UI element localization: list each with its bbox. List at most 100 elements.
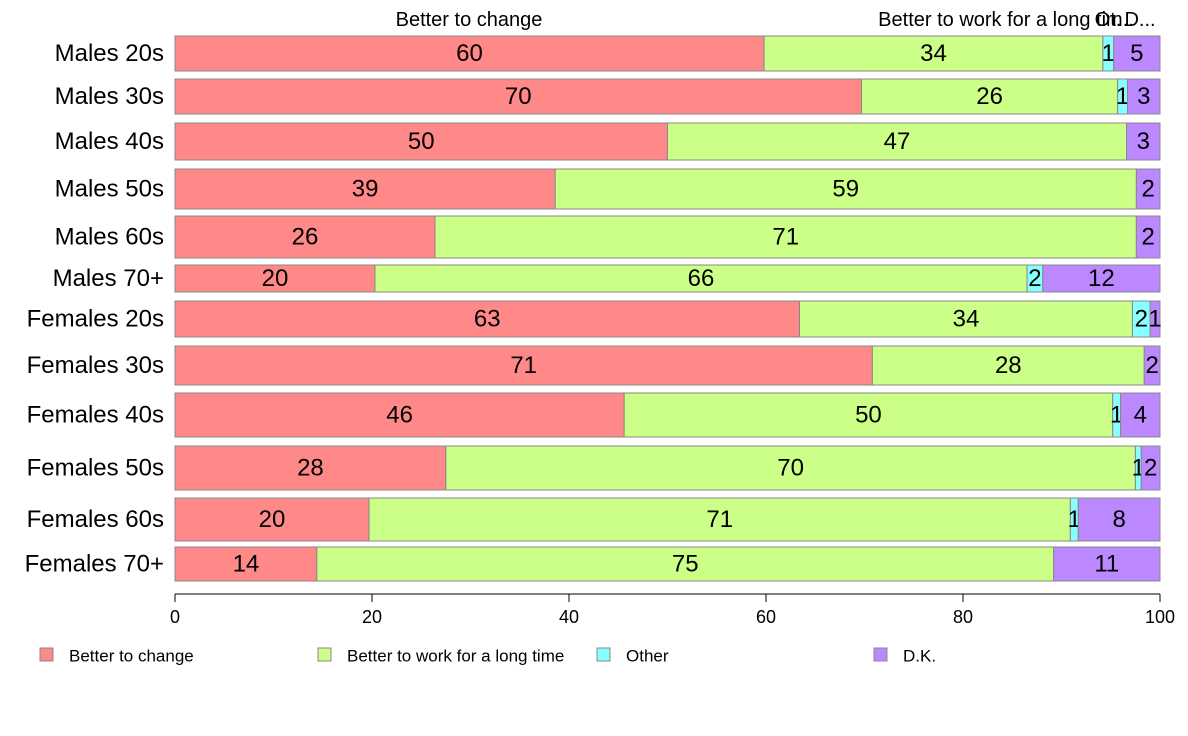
x-tick-label-20: 20 <box>362 607 382 627</box>
x-tick-label-100: 100 <box>1145 607 1175 627</box>
bar-segment-better-to-work-for-a-long-time-females-20s <box>798 300 1133 338</box>
category-label-females-30s: Females 30s <box>27 352 164 379</box>
data-label-better-to-change-males-30s: 70 <box>505 83 532 110</box>
bar-segment-better-to-work-for-a-long-time-males-60s <box>434 215 1137 259</box>
data-label-better-to-change-females-60s: 20 <box>259 506 286 533</box>
category-label-females-70: Females 70+ <box>25 551 164 578</box>
legend-label-d-k: D.K. <box>903 647 936 666</box>
x-axis: 0 20 40 60 80 100 <box>170 593 1175 627</box>
data-label-better-to-work-for-a-long-time-males-50s: 59 <box>832 176 859 203</box>
data-label-d-k-males-40s: 3 <box>1137 128 1150 155</box>
legend-swatch-d-k <box>873 647 888 662</box>
data-label-better-to-change-females-30s: 71 <box>510 352 537 379</box>
data-label-better-to-change-females-70: 14 <box>233 551 260 578</box>
bar-segment-d-k-males-30s <box>1126 78 1161 115</box>
bar-segment-d-k-females-40s <box>1120 392 1161 438</box>
data-label-other-females-20s: 2 <box>1135 306 1148 333</box>
data-label-d-k-females-50s: 2 <box>1144 455 1157 482</box>
legend-label-better-to-change: Better to change <box>69 647 194 666</box>
data-label-d-k-females-70: 11 <box>1094 551 1119 578</box>
bar-segment-d-k-males-70 <box>1042 264 1161 293</box>
data-label-better-to-work-for-a-long-time-males-40s: 47 <box>884 128 911 155</box>
data-label-better-to-change-females-50s: 28 <box>297 455 324 482</box>
category-label-males-50s: Males 50s <box>55 176 164 203</box>
bar-segment-better-to-change-males-60s <box>174 215 436 259</box>
data-label-better-to-change-males-40s: 50 <box>408 128 435 155</box>
data-label-d-k-males-60s: 2 <box>1142 224 1155 251</box>
bar-segment-better-to-work-for-a-long-time-females-50s <box>445 445 1136 491</box>
legend-swatch-better-to-work-for-a-long-time <box>317 647 332 662</box>
data-label-other-males-30s: 1 <box>1116 83 1129 110</box>
data-label-other-males-70: 2 <box>1028 265 1041 292</box>
data-label-d-k-females-40s: 4 <box>1134 402 1147 429</box>
top-label-1: Better to change <box>396 9 543 31</box>
data-label-other-males-20s: 1 <box>1102 40 1115 67</box>
data-label-better-to-work-for-a-long-time-females-60s: 71 <box>706 506 733 533</box>
category-label-females-60s: Females 60s <box>27 506 164 533</box>
bar-segment-d-k-males-50s <box>1135 168 1161 210</box>
category-label-females-20s: Females 20s <box>27 306 164 333</box>
legend-swatch-other <box>596 647 611 662</box>
bar-segment-d-k-males-60s <box>1135 215 1161 259</box>
bar-segment-better-to-change-females-30s <box>174 345 873 386</box>
data-label-better-to-work-for-a-long-time-females-40s: 50 <box>855 402 882 429</box>
data-label-better-to-work-for-a-long-time-females-70: 75 <box>672 551 699 578</box>
category-label-males-60s: Males 60s <box>55 224 164 251</box>
category-labels: Males 20s Males 30s Males 40s Males 50s Male… <box>25 40 164 578</box>
legend-label-other: Other <box>626 647 669 666</box>
legend: Better to change Better to work for a lon… <box>39 647 936 666</box>
data-label-better-to-work-for-a-long-time-females-20s: 34 <box>953 306 980 333</box>
bar-segment-d-k-females-70 <box>1053 546 1161 582</box>
data-label-better-to-work-for-a-long-time-males-30s: 26 <box>976 83 1003 110</box>
bar-segment-d-k-females-50s <box>1140 445 1161 491</box>
bar-segment-better-to-work-for-a-long-time-males-40s <box>667 122 1128 161</box>
bar-segment-d-k-females-20s <box>1149 300 1161 338</box>
bar-segment-better-to-work-for-a-long-time-males-20s <box>763 35 1104 72</box>
legend-swatch-better-to-change <box>39 647 54 662</box>
data-label-better-to-change-males-20s: 60 <box>456 40 483 67</box>
data-label-d-k-females-60s: 8 <box>1112 506 1125 533</box>
data-label-d-k-males-20s: 5 <box>1130 40 1143 67</box>
data-label-d-k-males-70: 12 <box>1088 265 1115 292</box>
data-label-d-k-males-30s: 3 <box>1137 83 1150 110</box>
category-label-males-20s: Males 20s <box>55 40 164 67</box>
data-label-other-females-40s: 1 <box>1110 402 1123 429</box>
x-tick-label-40: 40 <box>559 607 579 627</box>
data-label-d-k-females-20s: 1 <box>1148 306 1161 333</box>
bar-segment-better-to-work-for-a-long-time-females-40s <box>623 392 1114 438</box>
top-label-3: Ot. <box>1095 9 1122 31</box>
data-label-d-k-females-30s: 2 <box>1145 352 1158 379</box>
bar-segment-d-k-females-60s <box>1077 497 1161 542</box>
top-label-2: Better to work for a long tim.. <box>878 9 1134 31</box>
data-label-better-to-work-for-a-long-time-males-60s: 71 <box>772 224 799 251</box>
data-label-better-to-work-for-a-long-time-females-50s: 70 <box>777 455 804 482</box>
bar-segment-better-to-work-for-a-long-time-females-70 <box>316 546 1055 582</box>
data-label-other-females-60s: 1 <box>1068 506 1081 533</box>
top-label-4: D... <box>1124 9 1155 31</box>
legend-label-better-to-work-for-a-long-time: Better to work for a long time <box>347 647 564 666</box>
category-label-males-30s: Males 30s <box>55 83 164 110</box>
x-tick-label-80: 80 <box>953 607 973 627</box>
bar-segment-better-to-change-females-70 <box>174 546 318 582</box>
bar-segment-better-to-work-for-a-long-time-males-50s <box>554 168 1137 210</box>
x-tick-label-0: 0 <box>170 607 180 627</box>
category-label-males-40s: Males 40s <box>55 128 164 155</box>
bar-segment-better-to-work-for-a-long-time-females-60s <box>368 497 1071 542</box>
data-label-d-k-males-50s: 2 <box>1142 176 1155 203</box>
bar-segment-d-k-females-30s <box>1143 345 1161 386</box>
bar-segment-better-to-change-males-30s <box>174 78 863 115</box>
bar-segment-better-to-change-males-40s <box>174 122 668 161</box>
bar-segment-better-to-change-females-20s <box>174 300 800 338</box>
category-label-females-50s: Females 50s <box>27 455 164 482</box>
category-label-males-70: Males 70+ <box>53 265 164 292</box>
data-label-better-to-work-for-a-long-time-males-20s: 34 <box>920 40 947 67</box>
data-label-better-to-work-for-a-long-time-males-70: 66 <box>688 265 715 292</box>
data-label-better-to-change-males-50s: 39 <box>352 176 379 203</box>
data-label-better-to-change-males-70: 20 <box>262 265 289 292</box>
x-tick-label-60: 60 <box>756 607 776 627</box>
bar-segment-better-to-work-for-a-long-time-females-30s <box>871 345 1145 386</box>
bar-segment-better-to-change-females-50s <box>174 445 447 491</box>
bar-segment-d-k-males-20s <box>1113 35 1161 72</box>
data-label-better-to-work-for-a-long-time-females-30s: 28 <box>995 352 1022 379</box>
bar-segment-d-k-males-40s <box>1126 122 1161 161</box>
